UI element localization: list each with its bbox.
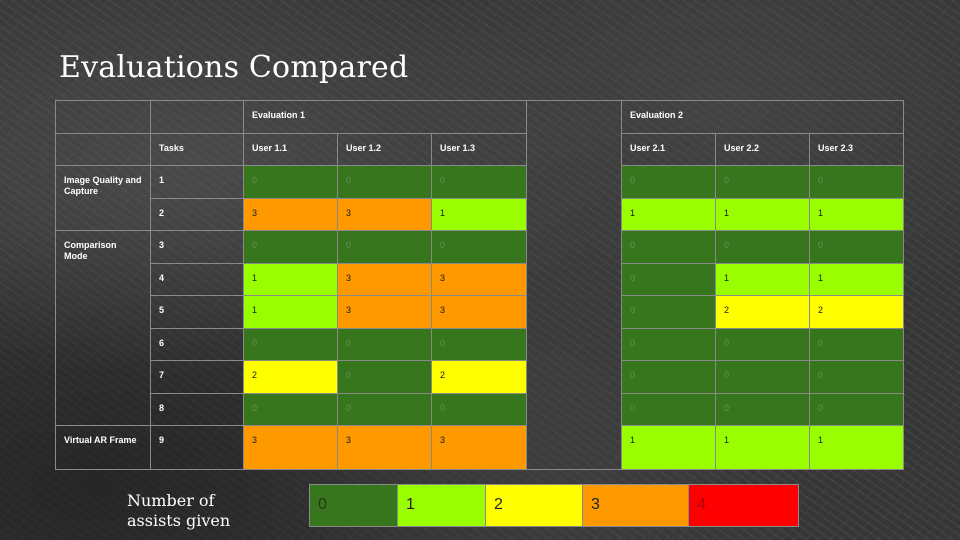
assist-count-cell: 0 xyxy=(243,328,338,361)
evaluations-table: Evaluation 1 Evaluation 2 Tasks User 1.1… xyxy=(55,100,904,470)
task-number: 5 xyxy=(150,295,244,329)
assist-count-cell: 0 xyxy=(715,328,810,361)
user-header: User 2.1 xyxy=(621,133,716,166)
assist-count-cell: 3 xyxy=(431,295,527,329)
table-row: Image Quality and Capture 1 0 0 0 0 0 0 xyxy=(55,165,904,231)
assist-count-cell: 1 xyxy=(715,198,810,231)
evaluation-1-header: Evaluation 1 xyxy=(243,100,527,134)
assist-count-cell: 1 xyxy=(621,198,716,231)
user-header: User 1.3 xyxy=(431,133,527,166)
assist-count-cell: 0 xyxy=(621,295,716,329)
assist-count-cell: 0 xyxy=(337,360,432,394)
assist-count-cell: 0 xyxy=(243,230,338,264)
legend-swatch-3: 3 xyxy=(583,485,689,526)
assist-count-cell: 3 xyxy=(243,198,338,231)
assist-count-cell: 0 xyxy=(243,165,338,199)
assist-count-cell: 0 xyxy=(809,165,904,199)
user-header: User 1.2 xyxy=(337,133,432,166)
blank-cell xyxy=(55,100,151,134)
assist-count-cell: 3 xyxy=(337,263,432,296)
assist-count-cell: 0 xyxy=(431,393,527,426)
legend-swatch-2: 2 xyxy=(486,485,583,526)
assist-count-cell: 3 xyxy=(337,295,432,329)
assist-count-cell: 0 xyxy=(337,165,432,199)
table-gap xyxy=(526,100,622,470)
assist-count-cell: 1 xyxy=(809,425,904,470)
assist-count-cell: 3 xyxy=(431,425,527,470)
assist-count-cell: 1 xyxy=(621,425,716,470)
legend-label: Number of assists given xyxy=(127,491,231,530)
task-number: 2 xyxy=(150,198,244,231)
task-group-label: Image Quality and Capture xyxy=(55,165,151,231)
assist-count-cell: 0 xyxy=(621,328,716,361)
user-header: User 2.3 xyxy=(809,133,904,166)
assist-count-cell: 0 xyxy=(809,360,904,394)
user-header: User 1.1 xyxy=(243,133,338,166)
assist-count-cell: 1 xyxy=(809,198,904,231)
assist-count-cell: 0 xyxy=(715,230,810,264)
tasks-header: Tasks xyxy=(150,133,244,166)
assist-count-cell: 2 xyxy=(431,360,527,394)
blank-cell xyxy=(55,133,151,166)
assist-count-cell: 2 xyxy=(809,295,904,329)
task-number: 3 xyxy=(150,230,244,264)
task-number: 8 xyxy=(150,393,244,426)
assist-count-cell: 2 xyxy=(715,295,810,329)
legend-swatch-4: 4 xyxy=(689,485,798,526)
assist-count-cell: 0 xyxy=(621,263,716,296)
task-number: 7 xyxy=(150,360,244,394)
assist-count-cell: 0 xyxy=(809,393,904,426)
task-number: 1 xyxy=(150,165,244,199)
assist-count-cell: 0 xyxy=(809,328,904,361)
assist-count-cell: 0 xyxy=(337,393,432,426)
task-number: 9 xyxy=(150,425,244,470)
slide-title: Evaluations Compared xyxy=(59,50,409,85)
assist-count-cell: 0 xyxy=(715,393,810,426)
assist-count-cell: 1 xyxy=(715,263,810,296)
assist-count-cell: 1 xyxy=(431,198,527,231)
user-header: User 2.2 xyxy=(715,133,810,166)
assist-count-cell: 0 xyxy=(621,393,716,426)
assist-count-cell: 1 xyxy=(243,295,338,329)
assist-count-cell: 0 xyxy=(337,328,432,361)
table-row: Comparison Mode 3 0 0 0 0 0 0 xyxy=(55,230,904,426)
assist-count-cell: 0 xyxy=(809,230,904,264)
assist-count-cell: 0 xyxy=(337,230,432,264)
assist-count-cell: 0 xyxy=(431,165,527,199)
assist-count-cell: 0 xyxy=(431,328,527,361)
assist-count-cell: 3 xyxy=(243,425,338,470)
evaluation-2-header: Evaluation 2 xyxy=(621,100,904,134)
evaluation-header-row: Evaluation 1 Evaluation 2 xyxy=(55,100,904,470)
assist-count-cell: 0 xyxy=(621,230,716,264)
task-number: 4 xyxy=(150,263,244,296)
user-header-row: Tasks User 1.1 User 1.2 User 1.3 User 2.… xyxy=(55,133,904,166)
assist-count-cell: 1 xyxy=(243,263,338,296)
assist-count-cell: 3 xyxy=(337,198,432,231)
assist-count-cell: 3 xyxy=(337,425,432,470)
assist-count-cell: 0 xyxy=(621,360,716,394)
assist-count-cell: 2 xyxy=(243,360,338,394)
task-group-label: Comparison Mode xyxy=(55,230,151,426)
assist-count-cell: 0 xyxy=(431,230,527,264)
task-group-label: Virtual AR Frame xyxy=(55,425,151,470)
legend-swatch-1: 1 xyxy=(398,485,486,526)
task-number: 6 xyxy=(150,328,244,361)
blank-cell xyxy=(150,100,244,134)
assist-count-cell: 0 xyxy=(621,165,716,199)
legend-swatch-0: 0 xyxy=(310,485,398,526)
assist-count-cell: 3 xyxy=(431,263,527,296)
assist-count-cell: 1 xyxy=(715,425,810,470)
table-row: Virtual AR Frame 9 3 3 3 1 1 1 xyxy=(55,425,904,470)
assist-count-cell: 1 xyxy=(809,263,904,296)
assist-count-cell: 0 xyxy=(243,393,338,426)
assist-count-cell: 0 xyxy=(715,360,810,394)
assist-count-cell: 0 xyxy=(715,165,810,199)
